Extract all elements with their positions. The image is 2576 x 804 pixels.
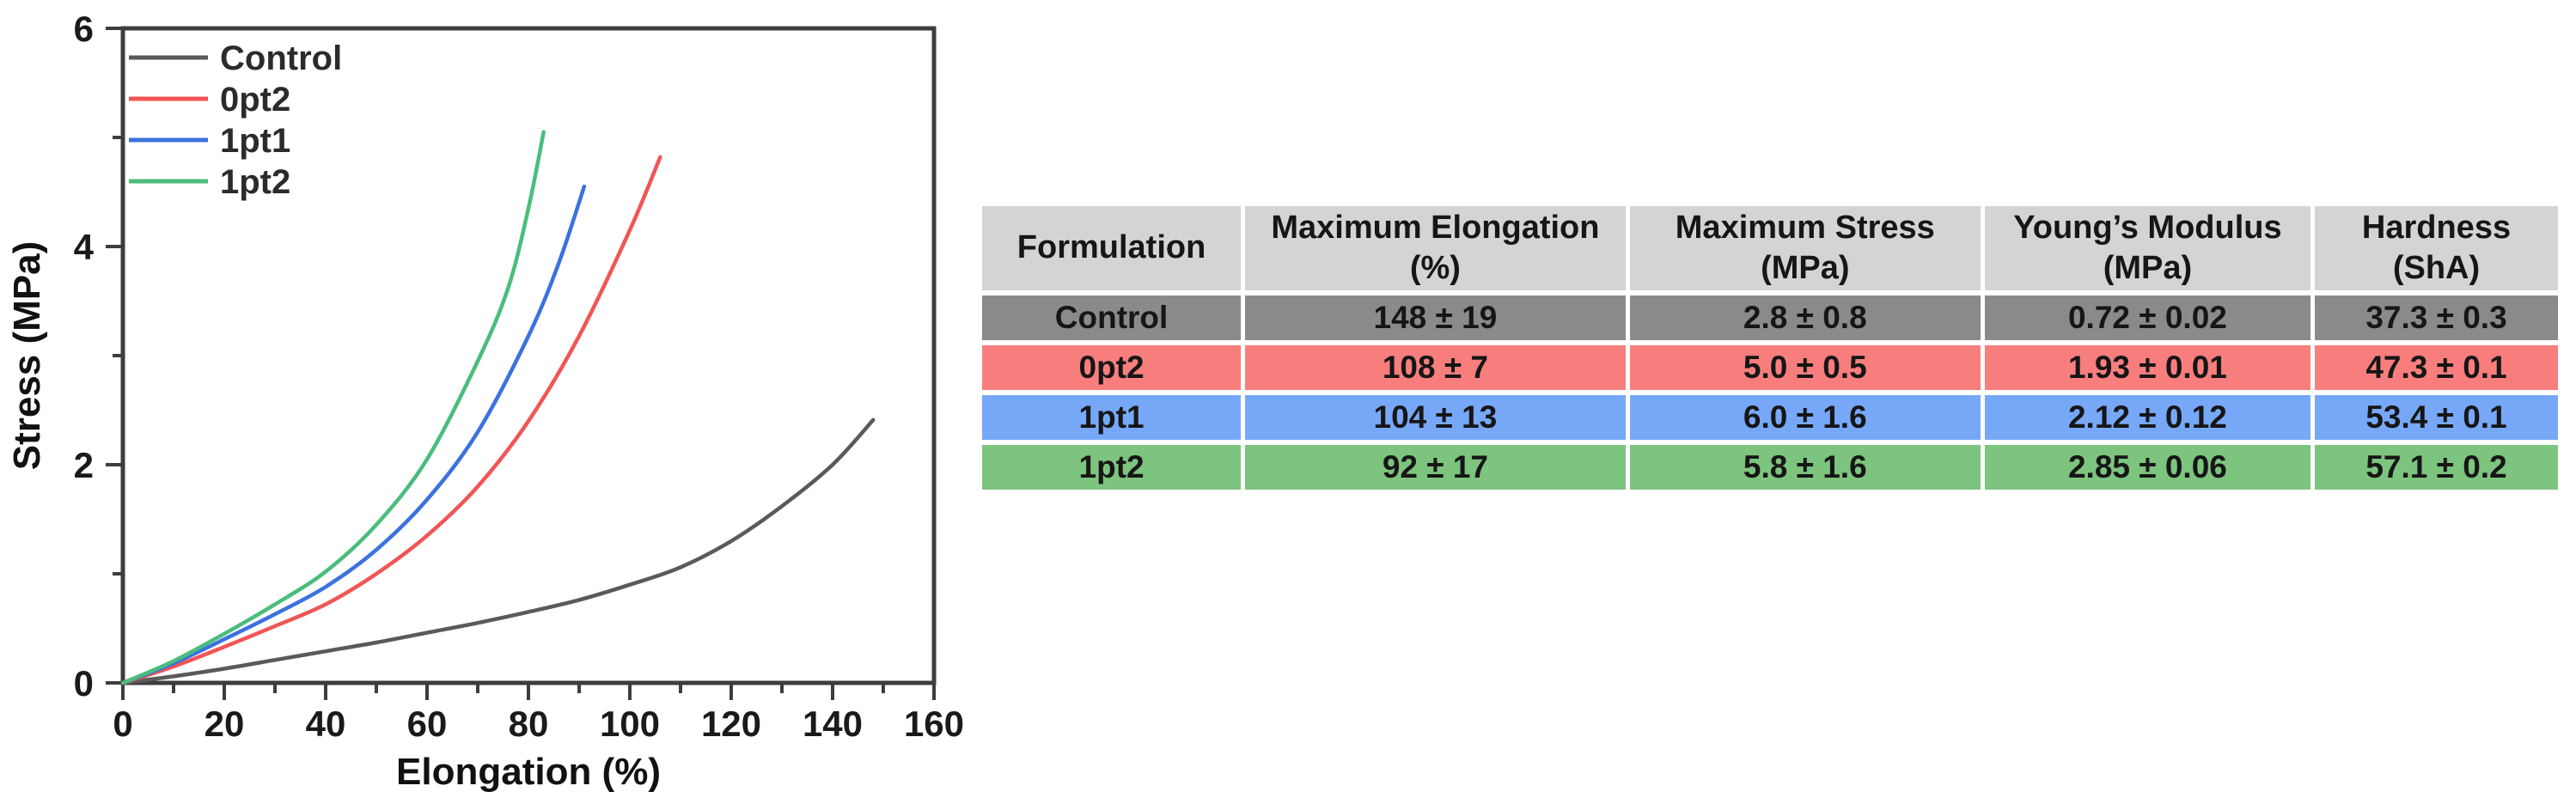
cell-value: 104 ± 13 (1245, 395, 1626, 440)
x-tick-label: 120 (701, 704, 761, 744)
table-row-1pt1: 1pt1 104 ± 13 6.0 ± 1.6 2.12 ± 0.12 53.4 ± 0… (982, 395, 2558, 440)
legend-item-control: Control (129, 40, 342, 77)
cell-formulation: 1pt2 (982, 445, 1242, 490)
header-title: Maximum Stress (1675, 209, 1935, 246)
x-tick-label: 140 (803, 704, 863, 744)
header-title: Maximum Elongation (1271, 209, 1600, 246)
y-tick-label: 0 (74, 663, 94, 704)
results-table: Formulation Maximum Elongation (%) Maxim… (978, 201, 2562, 495)
cell-value: 57.1 ± 0.2 (2314, 445, 2558, 490)
cell-value: 6.0 ± 1.6 (1629, 395, 1981, 440)
legend-label: Control (220, 40, 342, 77)
table-row-1pt2: 1pt2 92 ± 17 5.8 ± 1.6 2.85 ± 0.06 57.1 ± 0.… (982, 445, 2558, 490)
y-tick-label: 6 (74, 9, 94, 49)
x-tick-label: 160 (904, 704, 964, 744)
y-axis-title: Stress (MPa) (6, 241, 48, 471)
series-line-control (120, 417, 876, 685)
cell-formulation: 1pt1 (982, 395, 1242, 440)
legend-label: 1pt2 (220, 163, 290, 201)
x-tick-label: 0 (113, 704, 132, 744)
cell-value: 0.72 ± 0.02 (1984, 295, 2310, 340)
y-tick-label: 2 (74, 445, 94, 485)
legend-item-0pt2: 0pt2 (129, 81, 290, 119)
y-axis: 0 2 4 6 (74, 9, 123, 704)
header-youngs-modulus: Young’s Modulus (MPa) (1984, 206, 2310, 290)
table-header-row: Formulation Maximum Elongation (%) Maxim… (982, 206, 2558, 290)
y-tick-label: 4 (74, 227, 95, 267)
x-axis-title: Elongation (%) (396, 751, 661, 793)
header-hardness: Hardness (ShA) (2314, 206, 2558, 290)
header-unit: (MPa) (2103, 250, 2193, 286)
cell-value: 92 ± 17 (1245, 445, 1626, 490)
header-max-elongation: Maximum Elongation (%) (1245, 206, 1626, 290)
cell-value: 37.3 ± 0.3 (2314, 295, 2558, 340)
results-table-wrap: Formulation Maximum Elongation (%) Maxim… (978, 201, 2562, 495)
header-title: Hardness (2361, 209, 2512, 246)
header-unit: (ShA) (2392, 250, 2481, 286)
cell-value: 2.8 ± 0.8 (1629, 295, 1981, 340)
cell-value: 47.3 ± 0.1 (2314, 345, 2558, 390)
x-tick-label: 20 (204, 704, 245, 744)
x-tick-label: 80 (509, 704, 549, 744)
header-unit: (%) (1409, 250, 1461, 286)
series-lines (120, 130, 876, 685)
legend-item-1pt1: 1pt1 (129, 122, 290, 160)
cell-value: 5.8 ± 1.6 (1629, 445, 1981, 490)
header-max-stress: Maximum Stress (MPa) (1629, 206, 1981, 290)
table-row-control: Control 148 ± 19 2.8 ± 0.8 0.72 ± 0.02 37.3 … (982, 295, 2558, 340)
x-tick-label: 100 (600, 704, 660, 744)
table-row-0pt2: 0pt2 108 ± 7 5.0 ± 0.5 1.93 ± 0.01 47.3 ± 0.… (982, 345, 2558, 390)
header-title: Formulation (1016, 229, 1206, 266)
series-line-1pt2 (120, 130, 546, 685)
cell-value: 2.12 ± 0.12 (1984, 395, 2310, 440)
legend-item-1pt2: 1pt2 (129, 163, 290, 201)
series-line-0pt2 (120, 155, 662, 685)
header-unit: (MPa) (1761, 250, 1850, 286)
legend-label: 1pt1 (220, 122, 290, 160)
cell-value: 5.0 ± 0.5 (1629, 345, 1981, 390)
x-axis: 0 20 40 60 80 100 120 140 160 (113, 683, 964, 744)
cell-value: 53.4 ± 0.1 (2314, 395, 2558, 440)
header-title: Young’s Modulus (2013, 209, 2282, 246)
stress-strain-chart: 0 20 40 60 80 100 120 140 160 0 2 4 6 Elongation (%) S… (6, 9, 964, 793)
header-formulation: Formulation (982, 206, 1242, 290)
legend-label: 0pt2 (220, 81, 290, 119)
cell-value: 1.93 ± 0.01 (1984, 345, 2310, 390)
cell-value: 2.85 ± 0.06 (1984, 445, 2310, 490)
x-tick-label: 60 (407, 704, 448, 744)
cell-value: 108 ± 7 (1245, 345, 1626, 390)
cell-formulation: Control (982, 295, 1242, 340)
series-line-1pt1 (120, 184, 587, 685)
x-tick-label: 40 (306, 704, 346, 744)
cell-formulation: 0pt2 (982, 345, 1242, 390)
cell-value: 148 ± 19 (1245, 295, 1626, 340)
